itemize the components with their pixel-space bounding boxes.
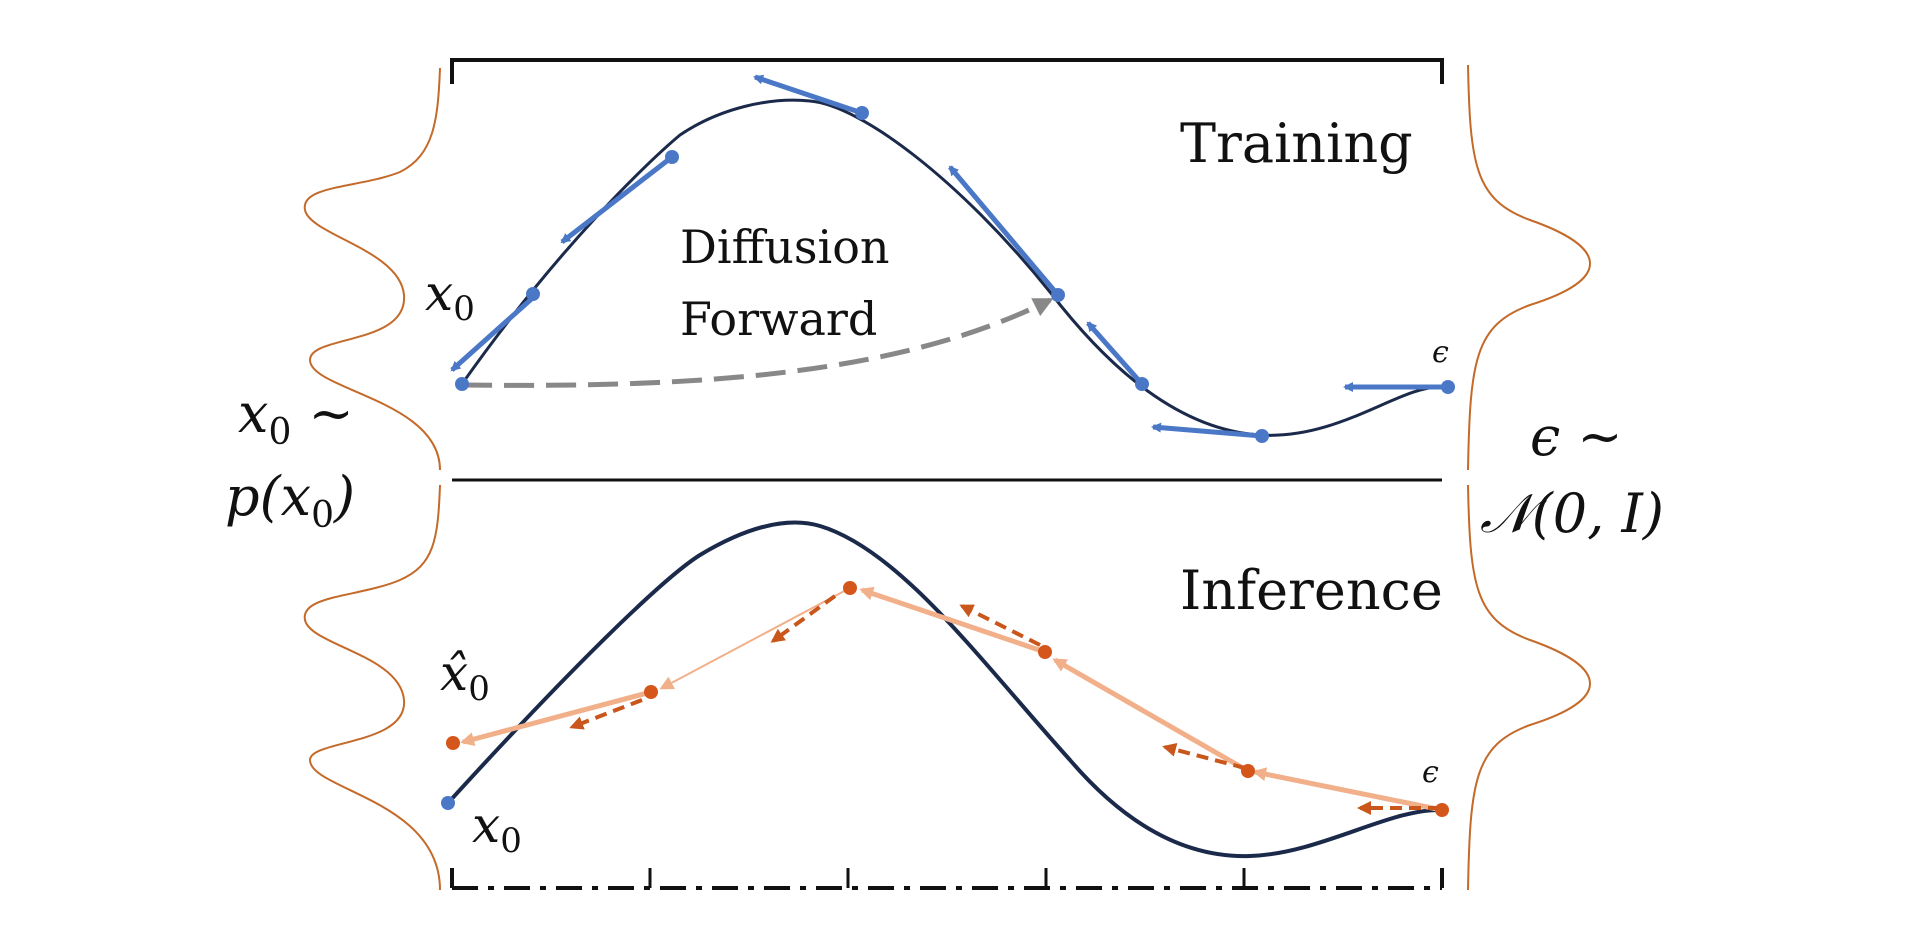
training-tangent-arrows xyxy=(450,74,1448,439)
inference-point-4 xyxy=(644,685,658,699)
data-distribution-label-line1: x0 ~ xyxy=(238,382,354,453)
frame xyxy=(450,58,1444,890)
training-arrow-4 xyxy=(948,165,1060,297)
inference-point-3 xyxy=(843,581,857,595)
inference-trajectory xyxy=(446,520,1443,859)
inference-dashed-4 xyxy=(770,594,837,643)
training-arrow-3 xyxy=(753,74,863,116)
inference-point-2 xyxy=(1038,645,1052,659)
inference-point-eps xyxy=(1435,803,1449,817)
training-point-1 xyxy=(526,287,540,301)
training-title: Training xyxy=(1180,112,1413,175)
training-arrow-6 xyxy=(1151,422,1263,439)
inference-arrow-2 xyxy=(1052,657,1250,774)
inference-arrow-1 xyxy=(1252,767,1443,813)
noise-distribution-label-line2: 𝒩(0, I) xyxy=(1480,482,1664,545)
diffusion-forward-arrow xyxy=(461,297,1054,388)
noise-distribution-label-line1: ϵ ~ xyxy=(1530,405,1623,468)
data-distribution-top xyxy=(303,67,441,471)
training-points xyxy=(455,106,1455,443)
diffusion-forward-label-line1: Diffusion xyxy=(680,220,890,274)
training-point-eps xyxy=(1441,380,1455,394)
inference-dashed-2 xyxy=(1162,743,1246,770)
training-point-3 xyxy=(855,106,869,120)
inference-point-x0hat xyxy=(446,736,460,750)
data-distribution-bottom xyxy=(303,484,441,891)
noise-distribution-bottom xyxy=(1467,484,1591,891)
inference-points xyxy=(446,581,1449,817)
noise-distribution xyxy=(1467,64,1591,891)
inference-arrow-5 xyxy=(460,689,652,746)
inference-eps-label: ϵ xyxy=(1422,755,1439,790)
training-point-2 xyxy=(665,150,679,164)
training-point-4 xyxy=(1051,288,1065,302)
inference-dashed-5 xyxy=(569,698,643,730)
training-arrow-5 xyxy=(1086,321,1144,386)
training-arrow-1 xyxy=(450,292,539,372)
top-bracket xyxy=(450,58,1444,84)
training-eps-label: ϵ xyxy=(1432,335,1449,370)
diffusion-forward-label-line2: Forward xyxy=(680,292,877,346)
inference-title: Inference xyxy=(1180,559,1443,622)
inference-dashed-3 xyxy=(959,604,1041,647)
inference-arrow-4 xyxy=(659,587,851,690)
inference-dashed-arrows xyxy=(569,594,1440,815)
data-distribution-label-line2: p(x0) xyxy=(225,465,355,536)
training-trajectory xyxy=(460,98,1443,437)
inference-x0-label: x0 xyxy=(472,796,522,861)
inference-x0hat-label: x̂0 xyxy=(440,644,490,709)
data-distribution xyxy=(303,67,441,891)
training-point-x0 xyxy=(455,377,469,391)
inference-arrow-3 xyxy=(859,586,1046,655)
inference-point-x0 xyxy=(441,796,455,810)
training-x0-label: x0 xyxy=(425,264,475,329)
training-point-5 xyxy=(1135,377,1149,391)
inference-solid-arrows xyxy=(460,586,1443,813)
training-point-6 xyxy=(1255,429,1269,443)
inference-point-1 xyxy=(1241,764,1255,778)
training-arrow-2 xyxy=(560,155,674,244)
noise-distribution-top xyxy=(1467,64,1591,471)
